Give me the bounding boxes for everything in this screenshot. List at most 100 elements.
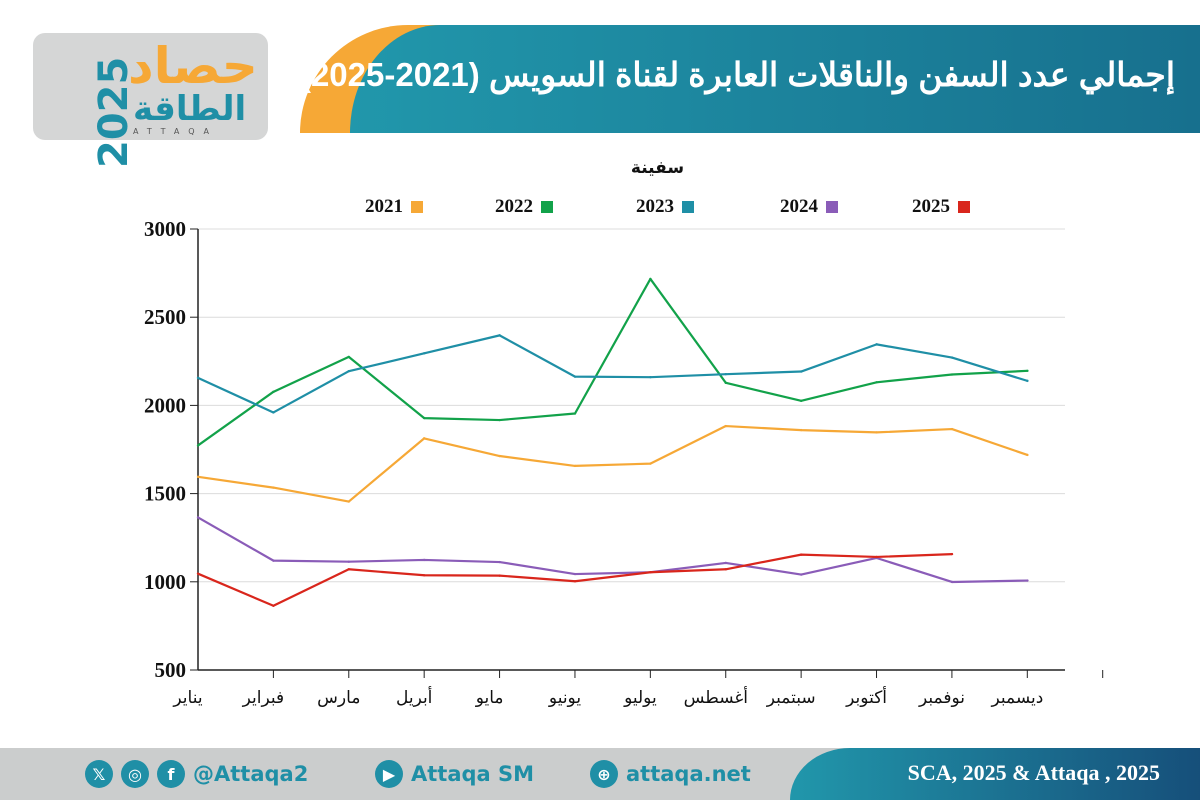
data-point-2025: [649, 571, 652, 574]
legend-label: 2023: [636, 196, 674, 217]
instagram-icon[interactable]: ◎: [121, 760, 149, 788]
footer: 𝕏 ◎ f @Attaqa2 ▶ Attaqa SM ⊕ attaqa.net …: [0, 748, 1200, 800]
data-point-2025: [498, 574, 501, 577]
data-point-2025: [724, 568, 727, 571]
data-point-2021: [1026, 453, 1029, 457]
data-point-2025: [196, 572, 200, 575]
data-point-2023: [498, 334, 501, 337]
series-line-2024: [197, 516, 1028, 584]
data-point-2022: [196, 444, 200, 447]
legend-label: 2022: [495, 196, 533, 217]
data-point-2025: [800, 553, 803, 556]
x-tick-label: مايو: [475, 688, 504, 708]
legend-swatch: [826, 201, 838, 213]
legend-label: 2025: [912, 196, 950, 217]
x-tick-label: أكتوبر: [845, 686, 887, 708]
title-banner: إجمالي عدد السفن والناقلات العابرة لقناة…: [300, 25, 1200, 133]
legend-item-2025: 2025: [912, 196, 970, 218]
legend-swatch: [411, 201, 423, 213]
x-tick-label: أبريل: [396, 686, 432, 708]
data-point-2023: [724, 372, 727, 376]
x-tick-label: يونيو: [548, 688, 581, 708]
data-point-2021: [272, 486, 275, 489]
data-point-2023: [875, 343, 878, 346]
data-point-2023: [950, 356, 954, 359]
youtube-icon[interactable]: ▶: [375, 760, 403, 788]
data-point-2021: [724, 424, 727, 428]
data-point-2022: [573, 412, 577, 415]
data-point-2023: [196, 376, 200, 380]
data-point-2021: [800, 428, 803, 432]
data-point-2021: [498, 454, 501, 458]
legend-item-2021: 2021: [365, 196, 423, 218]
x-tick-label: أغسطس: [684, 686, 748, 708]
data-point-2022: [347, 355, 350, 359]
x-tick-label: سبتمبر: [766, 688, 816, 708]
data-point-2025: [950, 552, 954, 556]
data-point-2022: [950, 373, 954, 376]
data-point-2021: [196, 475, 200, 479]
data-point-2024: [573, 572, 577, 576]
legend-swatch: [541, 201, 553, 213]
data-point-2022: [875, 381, 878, 384]
y-tick-label: 2000: [144, 393, 186, 417]
x-tick-label: فبراير: [242, 688, 284, 708]
data-point-2021: [423, 437, 426, 440]
legend-item-2024: 2024: [780, 196, 838, 218]
youtube-channel[interactable]: Attaqa SM: [411, 762, 535, 786]
data-point-2022: [724, 381, 727, 385]
logo-attaqa-latin: ATTAQA: [133, 127, 218, 136]
legend-item-2023: 2023: [636, 196, 694, 218]
y-tick-label: 500: [155, 658, 187, 682]
y-axis-unit-label: سفينة: [630, 158, 685, 178]
legend-label: 2021: [365, 196, 403, 217]
logo-attaqa-text: الطاقة: [133, 89, 247, 129]
data-point-2022: [1026, 369, 1029, 373]
social-handle[interactable]: @Attaqa2: [193, 762, 309, 786]
attaqa-logo: 2025 حصاد الطاقة ATTAQA: [33, 33, 268, 168]
youtube-group: ▶ Attaqa SM: [375, 760, 534, 788]
website-link[interactable]: attaqa.net: [626, 762, 751, 786]
data-point-2024: [347, 560, 350, 563]
data-point-2025: [347, 568, 350, 571]
y-tick-label: 1000: [144, 570, 186, 594]
data-point-2025: [272, 604, 275, 607]
data-point-2025: [573, 580, 577, 583]
source-credit: SCA, 2025 & Attaqa , 2025: [907, 760, 1160, 785]
data-point-2022: [800, 399, 803, 403]
series-line-2021: [197, 424, 1028, 503]
data-point-2023: [649, 375, 652, 379]
data-point-2021: [875, 431, 878, 434]
data-point-2022: [423, 416, 426, 420]
data-point-2023: [573, 375, 577, 378]
x-tick-label: نوفمبر: [918, 688, 965, 708]
x-tick-label: يوليو: [623, 688, 657, 708]
data-point-2022: [498, 418, 501, 422]
data-point-2025: [875, 555, 878, 559]
data-point-2024: [1026, 579, 1029, 582]
series-line-2023: [197, 334, 1028, 414]
data-point-2024: [196, 516, 200, 519]
data-point-2024: [724, 561, 727, 565]
legend-label: 2024: [780, 196, 818, 217]
legend-swatch: [958, 201, 970, 213]
data-point-2024: [800, 573, 803, 576]
line-chart: 3000 2500 2000 1500 1000 500 يناير فبراير مارس أب…: [144, 217, 1104, 708]
facebook-icon[interactable]: f: [157, 760, 185, 788]
x-icon[interactable]: 𝕏: [85, 760, 113, 788]
y-tick-label: 1500: [144, 482, 186, 506]
social-group: 𝕏 ◎ f @Attaqa2: [85, 760, 308, 788]
x-tick-label: يناير: [172, 688, 202, 708]
data-point-2021: [347, 500, 350, 503]
data-point-2023: [800, 370, 803, 373]
source-block: SCA, 2025 & Attaqa , 2025: [790, 748, 1200, 800]
data-point-2025: [423, 574, 426, 577]
data-point-2023: [1026, 379, 1029, 383]
data-point-2022: [272, 390, 275, 394]
data-point-2023: [347, 369, 350, 373]
globe-icon[interactable]: ⊕: [590, 760, 618, 788]
series-line-2022: [197, 277, 1028, 447]
data-point-2024: [272, 559, 275, 562]
data-point-2024: [423, 558, 426, 562]
legend-swatch: [682, 201, 694, 213]
